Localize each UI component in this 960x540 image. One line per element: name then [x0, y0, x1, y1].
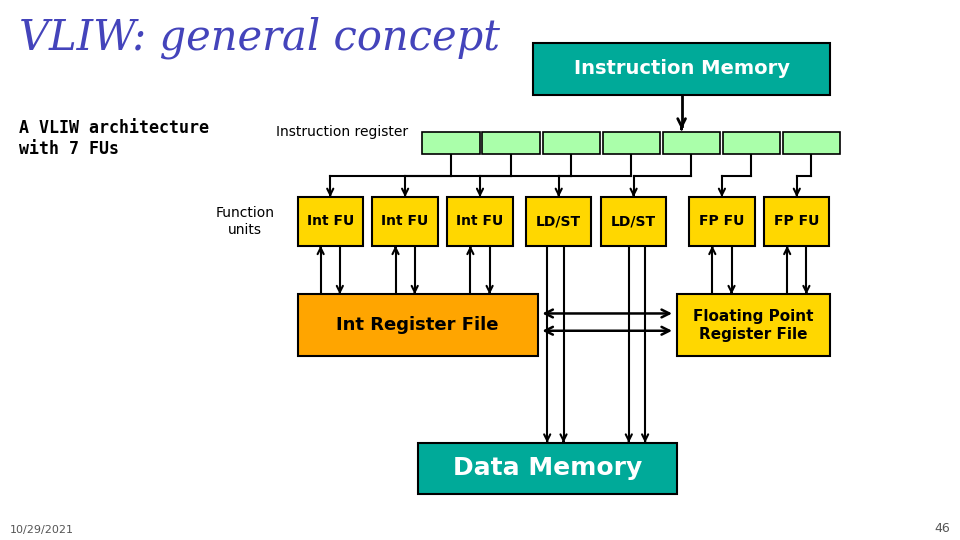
Text: LD/ST: LD/ST — [611, 214, 657, 228]
Text: Int FU: Int FU — [381, 214, 429, 228]
Bar — [533, 43, 830, 94]
Bar — [298, 294, 538, 356]
Text: 46: 46 — [935, 522, 950, 535]
Text: VLIW: general concept: VLIW: general concept — [19, 16, 500, 59]
Text: FP FU: FP FU — [774, 214, 820, 228]
Text: FP FU: FP FU — [699, 214, 745, 228]
Text: Data Memory: Data Memory — [452, 456, 642, 481]
Bar — [372, 197, 438, 246]
Bar — [418, 443, 677, 494]
Bar — [764, 197, 829, 246]
Bar — [447, 197, 513, 246]
Bar — [422, 132, 480, 154]
Text: Floating Point
Register File: Floating Point Register File — [693, 309, 814, 341]
Bar — [298, 197, 363, 246]
Text: LD/ST: LD/ST — [536, 214, 582, 228]
Text: Instruction register: Instruction register — [276, 125, 408, 139]
Bar — [662, 132, 720, 154]
Text: Int FU: Int FU — [306, 214, 354, 228]
Text: A VLIW architecture
with 7 FUs: A VLIW architecture with 7 FUs — [19, 119, 209, 158]
Text: 10/29/2021: 10/29/2021 — [10, 524, 74, 535]
Text: Int Register File: Int Register File — [336, 316, 499, 334]
Bar — [782, 132, 840, 154]
Text: Function
units: Function units — [215, 206, 275, 237]
Bar — [689, 197, 755, 246]
Bar — [603, 132, 660, 154]
Text: Int FU: Int FU — [456, 214, 504, 228]
Bar — [526, 197, 591, 246]
Bar — [601, 197, 666, 246]
Bar — [677, 294, 830, 356]
Bar — [542, 132, 600, 154]
Bar — [723, 132, 780, 154]
Bar — [483, 132, 540, 154]
Text: Instruction Memory: Instruction Memory — [574, 59, 789, 78]
